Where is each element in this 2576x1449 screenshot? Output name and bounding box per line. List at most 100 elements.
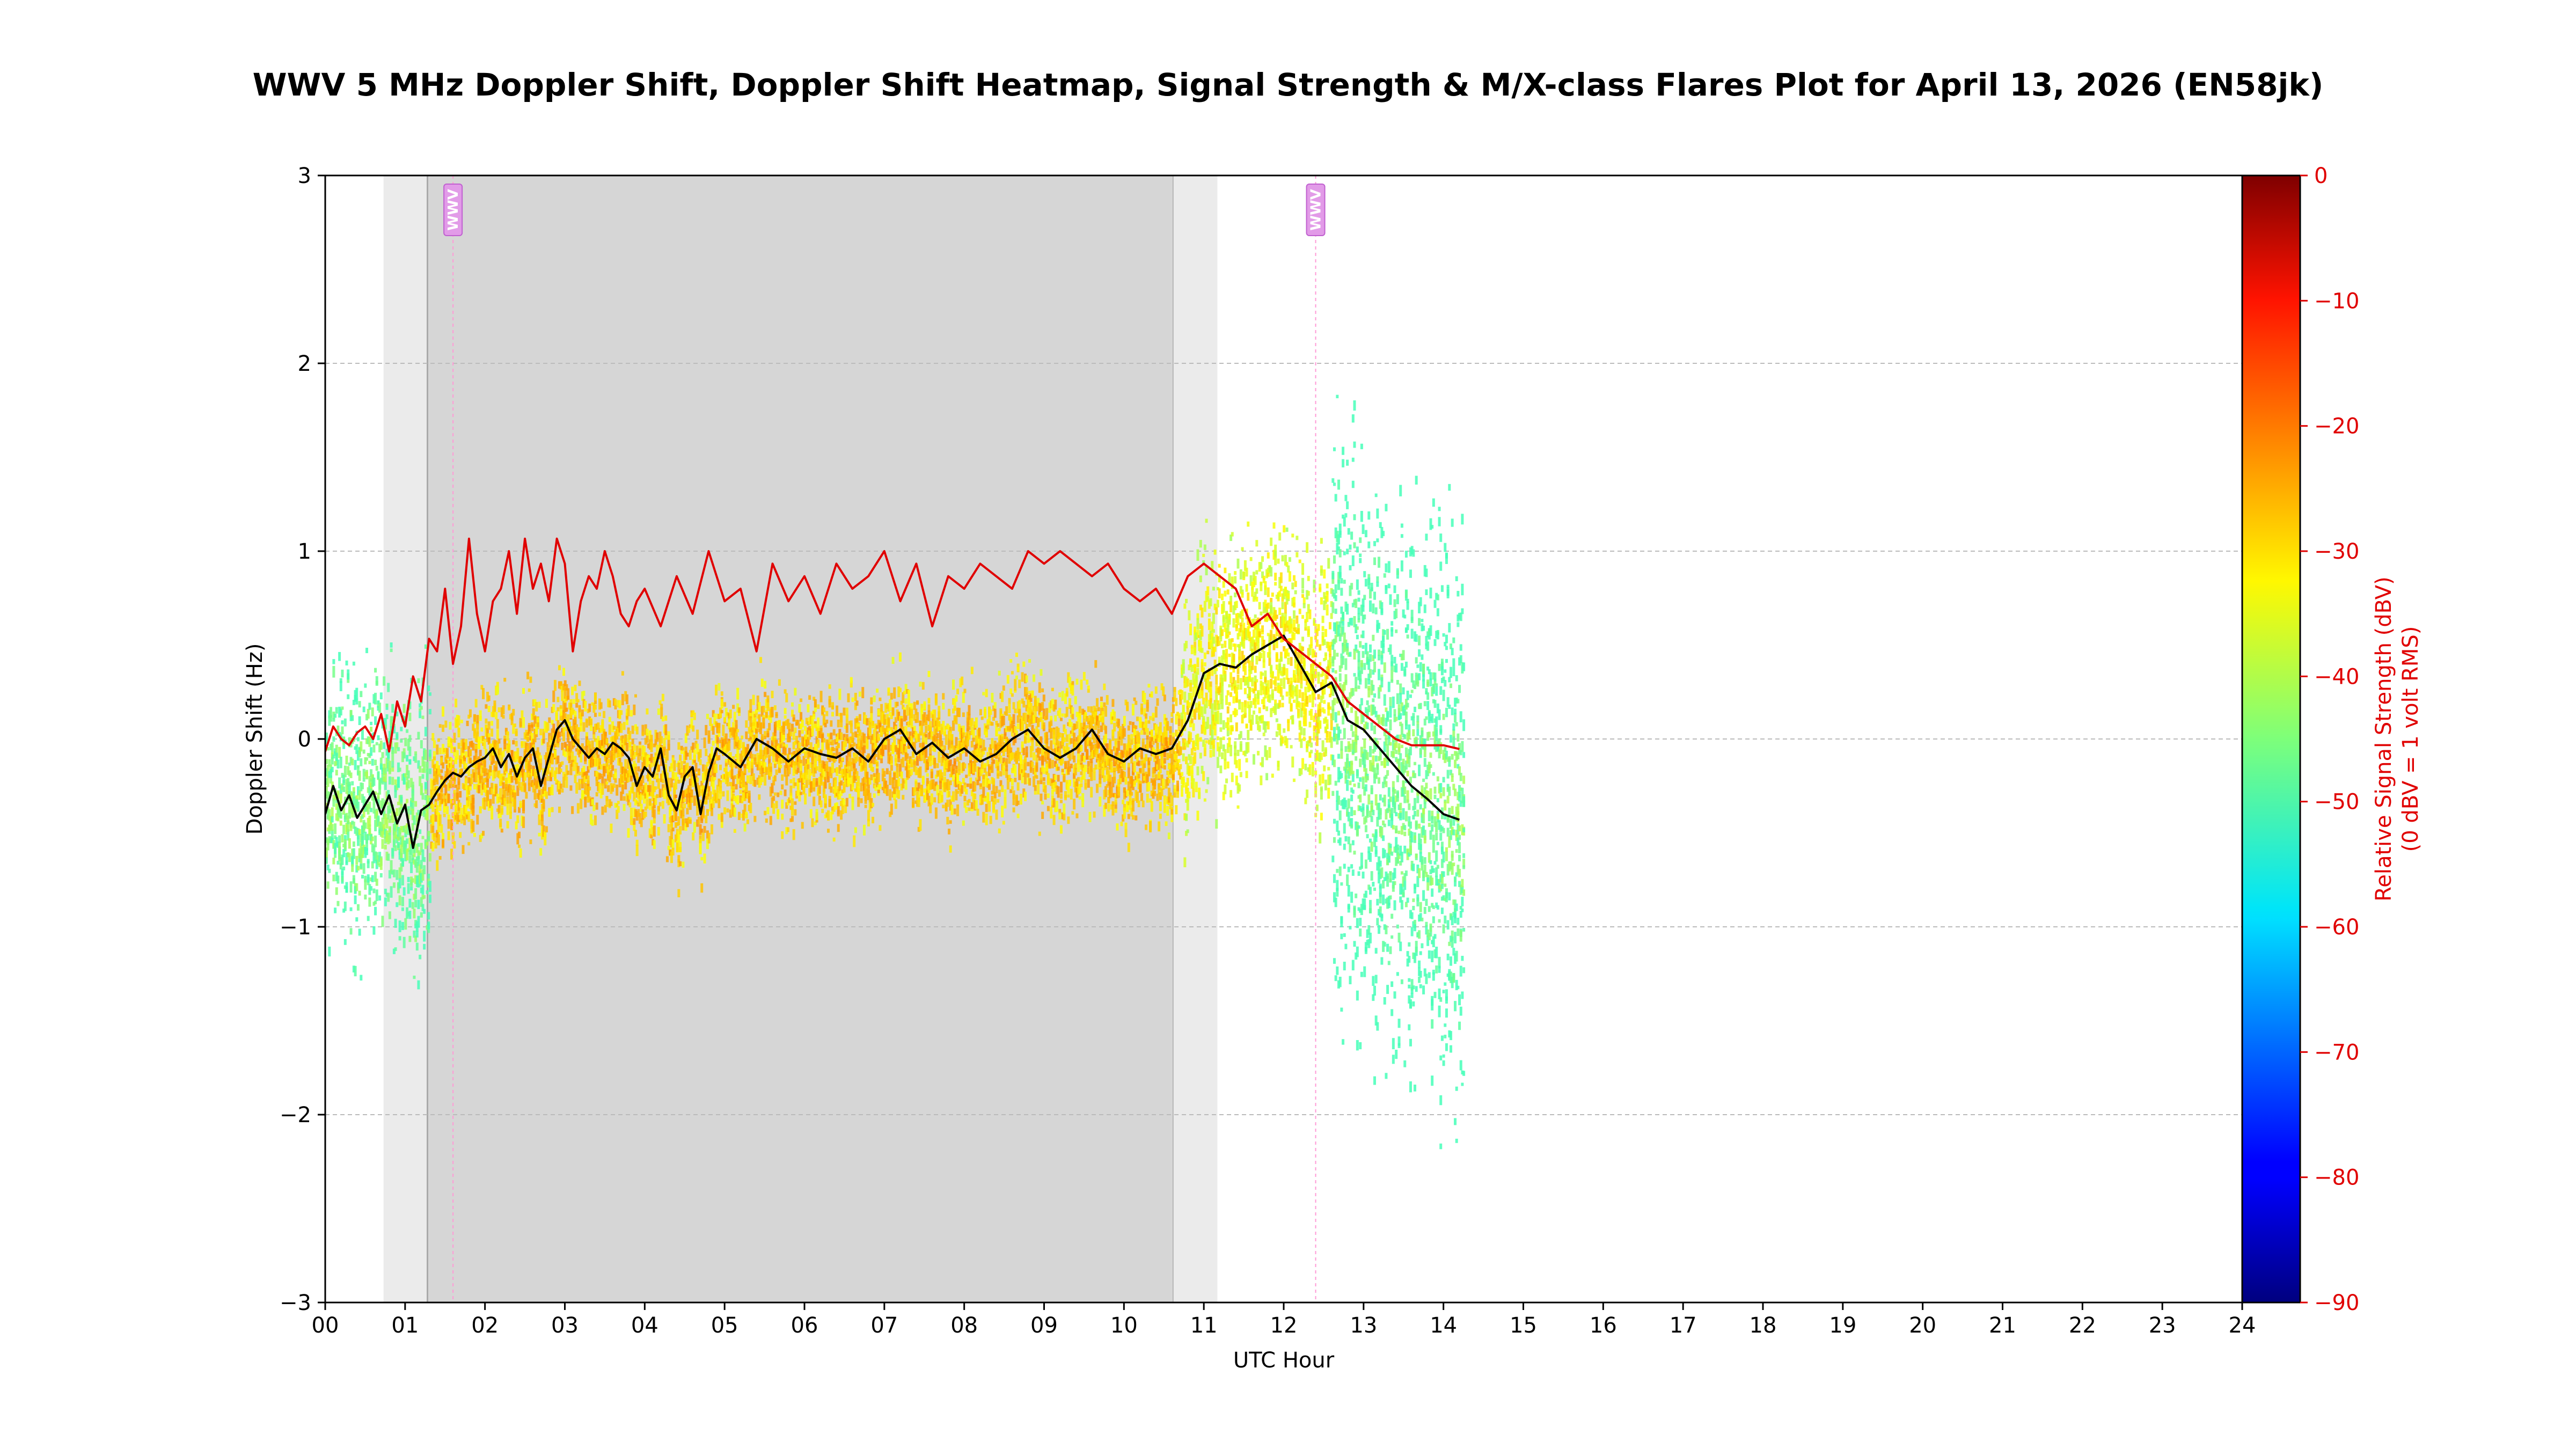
heatmap-cell xyxy=(379,873,383,877)
heatmap-cell xyxy=(1023,792,1027,801)
heatmap-cell xyxy=(1055,726,1058,737)
heatmap-cell xyxy=(1028,691,1031,694)
heatmap-cell xyxy=(697,771,700,774)
heatmap-cell xyxy=(492,740,495,747)
heatmap-cell xyxy=(978,767,981,772)
heatmap-cell xyxy=(848,755,852,766)
heatmap-cell xyxy=(574,684,577,691)
heatmap-cell xyxy=(657,778,660,789)
heatmap-cell xyxy=(850,738,853,743)
heatmap-cell xyxy=(692,832,695,841)
heatmap-cell xyxy=(877,772,880,782)
heatmap-cell xyxy=(1057,740,1060,747)
heatmap-cell xyxy=(509,803,512,814)
heatmap-cell xyxy=(424,781,427,791)
heatmap-cell xyxy=(664,764,668,773)
heatmap-cell xyxy=(765,766,768,773)
heatmap-cell xyxy=(345,660,348,665)
heatmap-cell xyxy=(580,749,583,754)
heatmap-cell xyxy=(713,758,716,767)
heatmap-cell xyxy=(562,684,566,691)
heatmap-cell xyxy=(466,786,469,797)
heatmap-cell xyxy=(866,788,869,796)
heatmap-cell xyxy=(850,784,853,792)
heatmap-cell xyxy=(599,773,603,778)
heatmap-cell xyxy=(367,861,370,868)
heatmap-cell xyxy=(502,782,505,789)
heatmap-cell xyxy=(621,735,624,744)
heatmap-cell xyxy=(548,733,551,743)
heatmap-cell xyxy=(617,700,620,708)
heatmap-cell xyxy=(424,840,427,846)
heatmap-cell xyxy=(460,769,463,776)
heatmap-cell xyxy=(482,767,485,773)
heatmap-cell xyxy=(512,708,515,716)
heatmap-cell xyxy=(995,786,998,794)
heatmap-cell xyxy=(565,726,568,731)
heatmap-cell xyxy=(381,773,384,785)
heatmap-cell xyxy=(616,743,619,752)
heatmap-cell xyxy=(335,752,338,762)
heatmap-cell xyxy=(887,717,890,728)
heatmap-cell xyxy=(332,718,335,722)
heatmap-cell xyxy=(367,833,370,840)
heatmap-cell xyxy=(1055,736,1058,745)
heatmap-cell xyxy=(1037,780,1040,785)
heatmap-cell xyxy=(653,757,656,767)
heatmap-cell xyxy=(972,737,975,742)
heatmap-cell xyxy=(809,781,813,793)
heatmap-cell xyxy=(798,756,801,768)
heatmap-cell xyxy=(887,689,890,696)
heatmap-cell xyxy=(578,680,581,686)
heatmap-cell xyxy=(841,769,844,778)
heatmap-cell xyxy=(904,778,908,790)
heatmap-cell xyxy=(838,765,841,774)
heatmap-cell xyxy=(365,839,369,851)
heatmap-cell xyxy=(830,767,833,779)
heatmap-cell xyxy=(656,744,659,754)
heatmap-cell xyxy=(567,770,570,775)
heatmap-cell xyxy=(957,769,961,775)
heatmap-cell xyxy=(785,775,788,786)
heatmap-cell xyxy=(764,736,767,740)
heatmap-cell xyxy=(755,762,758,767)
heatmap-cell xyxy=(646,775,649,779)
heatmap-cell xyxy=(1080,777,1083,783)
heatmap-cell xyxy=(565,765,568,776)
heatmap-cell xyxy=(648,757,652,762)
heatmap-cell xyxy=(877,749,880,760)
heatmap-cell xyxy=(736,729,740,733)
heatmap-cell xyxy=(985,775,988,787)
heatmap-cell xyxy=(377,771,380,779)
heatmap-cell xyxy=(565,776,568,788)
heatmap-cell xyxy=(555,739,558,746)
heatmap-cell xyxy=(392,726,396,734)
heatmap-cell xyxy=(1033,776,1036,787)
heatmap-cell xyxy=(419,851,422,855)
heatmap-cell xyxy=(837,733,840,741)
heatmap-cell xyxy=(1028,659,1031,663)
heatmap-cell xyxy=(807,737,810,745)
heatmap-cell xyxy=(838,782,841,792)
heatmap-cell xyxy=(991,753,994,761)
heatmap-cell xyxy=(1073,765,1076,777)
heatmap-cell xyxy=(974,750,977,758)
heatmap-cell xyxy=(351,821,354,825)
heatmap-cell xyxy=(961,763,964,773)
heatmap-cell xyxy=(752,694,755,705)
heatmap-cell xyxy=(742,742,745,754)
heatmap-cell xyxy=(745,813,748,818)
heatmap-cell xyxy=(837,824,840,832)
heatmap-cell xyxy=(914,766,918,775)
heatmap-cell xyxy=(365,647,369,654)
heatmap-cell xyxy=(1029,763,1033,773)
heatmap-cell xyxy=(946,779,949,791)
heatmap-cell xyxy=(509,811,512,819)
heatmap-cell xyxy=(1080,755,1083,765)
heatmap-cell xyxy=(904,746,908,758)
heatmap-cell xyxy=(544,833,547,846)
heatmap-cell xyxy=(368,801,371,809)
heatmap-cell xyxy=(377,855,380,866)
heatmap-cell xyxy=(693,822,696,833)
heatmap-cell xyxy=(633,744,636,751)
